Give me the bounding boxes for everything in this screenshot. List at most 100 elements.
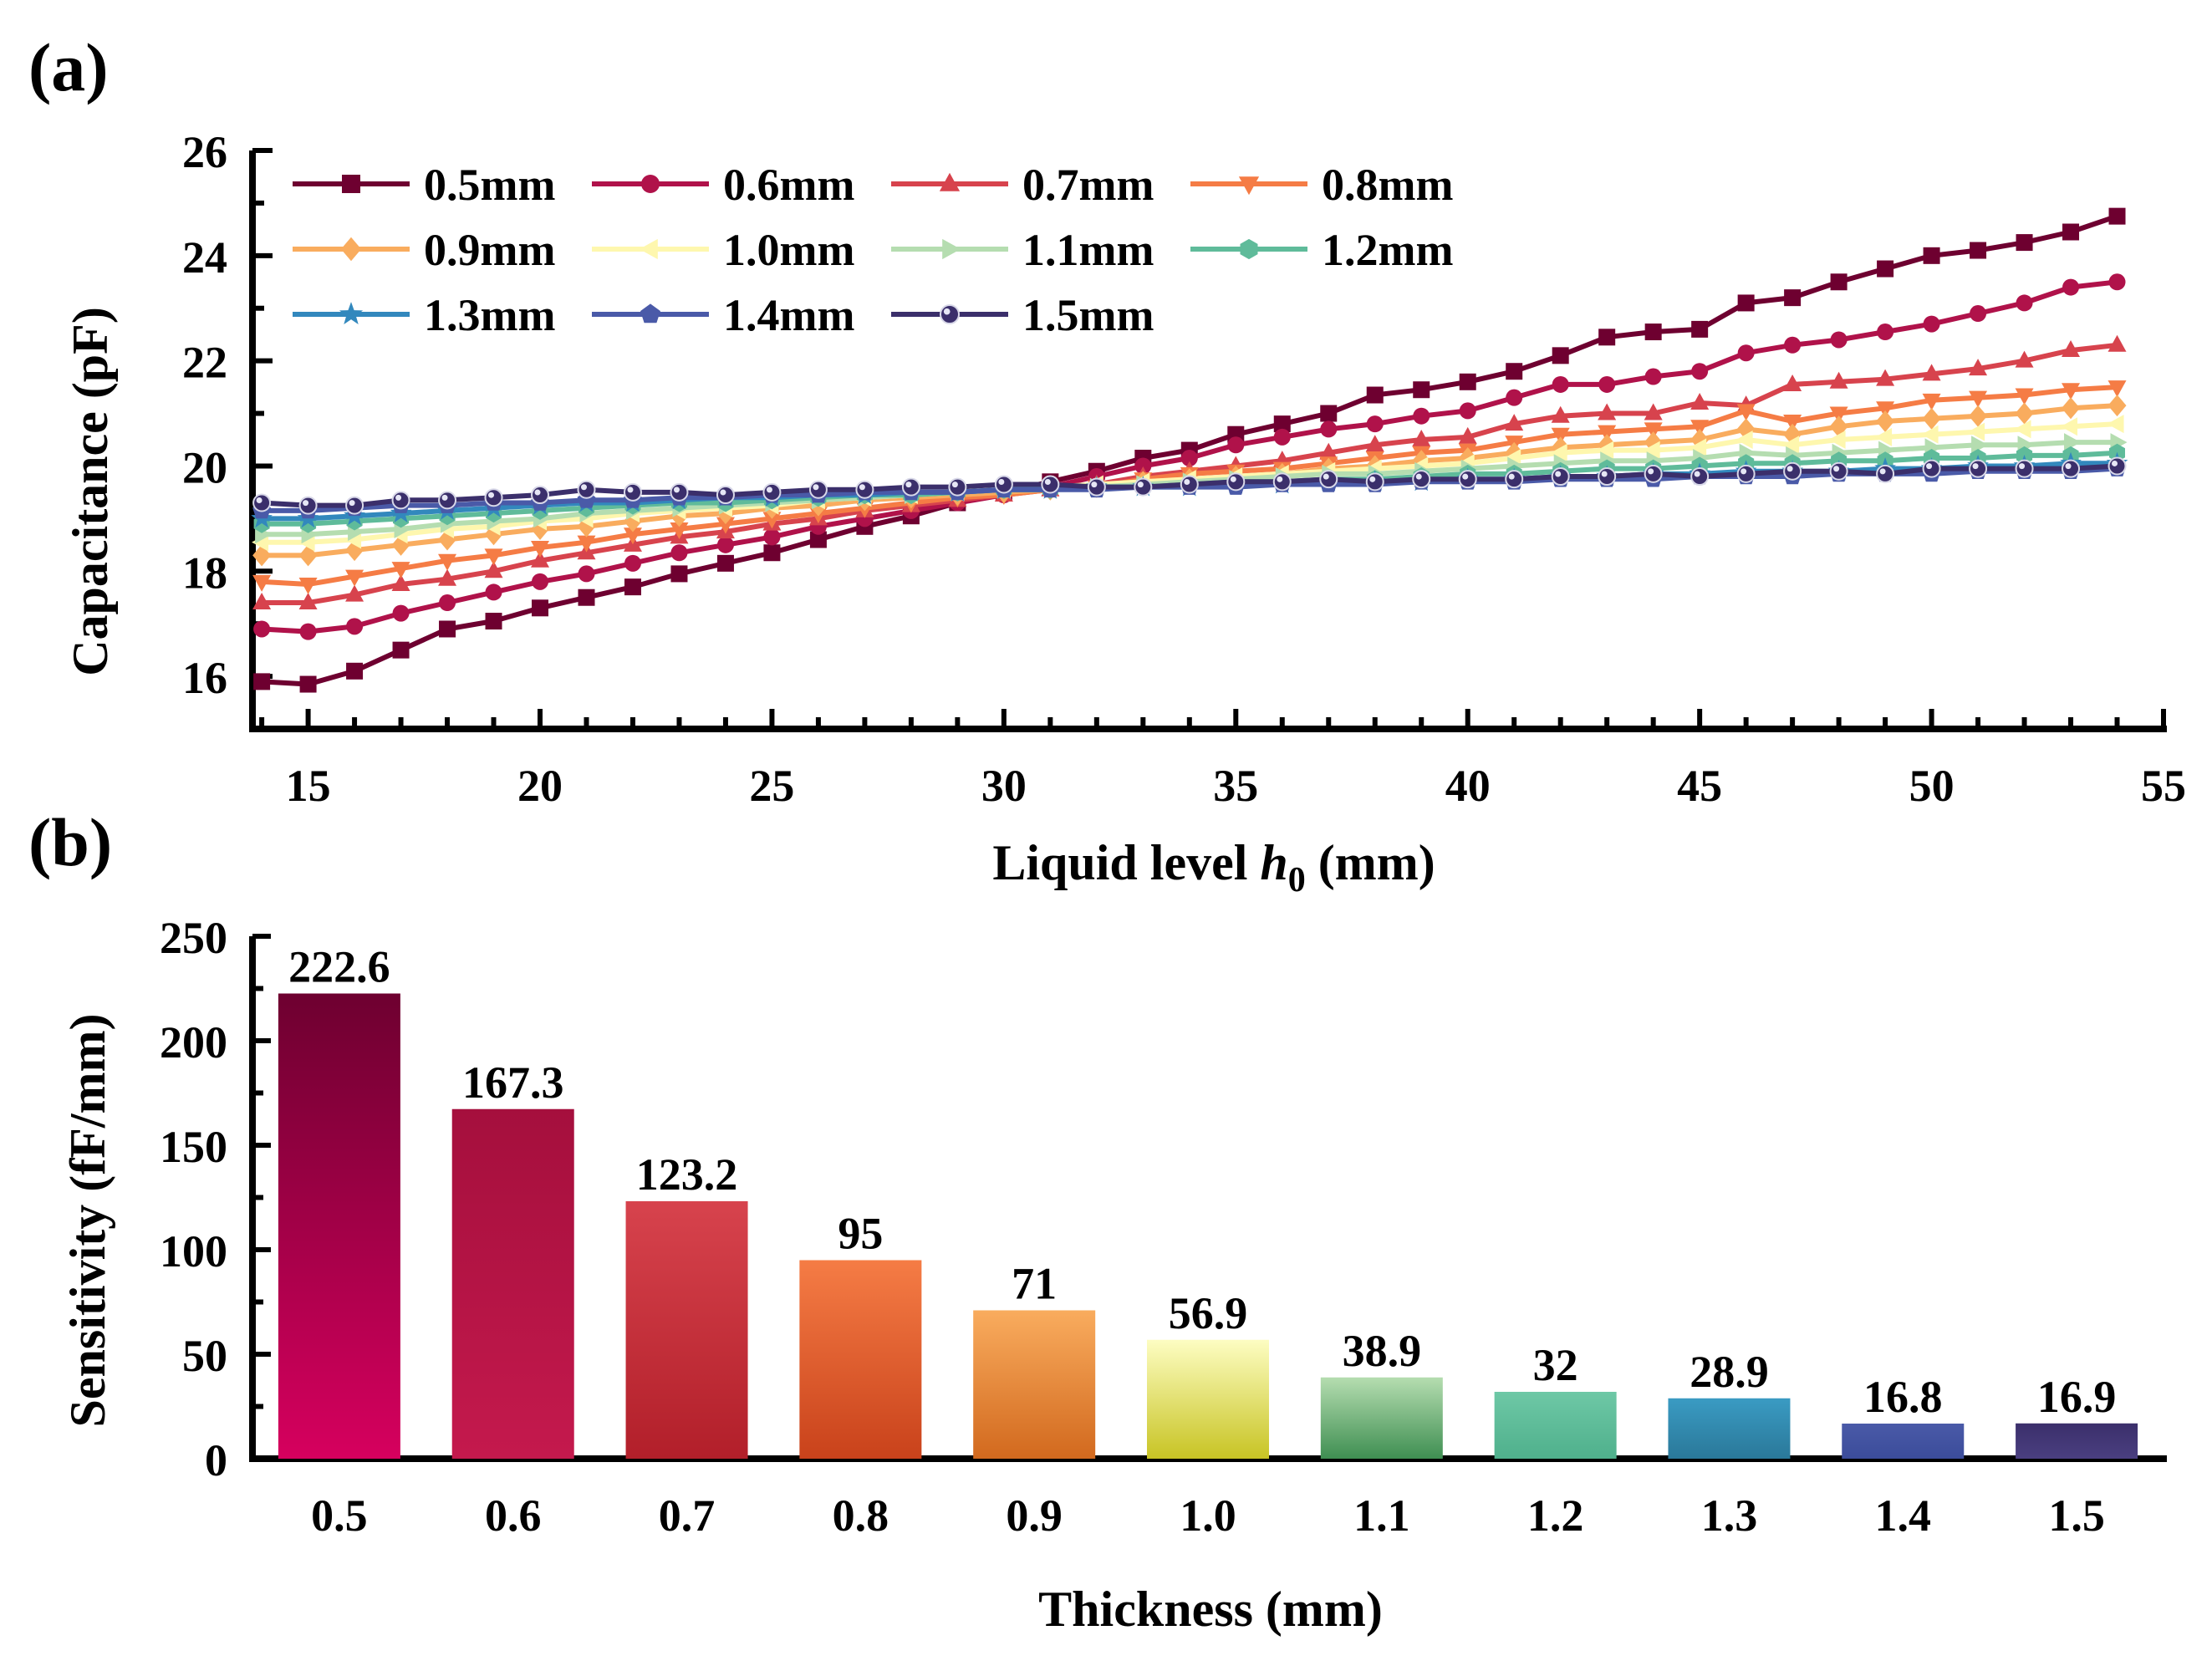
- x-tick-label: 25: [749, 761, 794, 811]
- data-point-marker: [1238, 176, 1260, 196]
- data-point-marker: [299, 675, 317, 693]
- bar-1.1: [1320, 1377, 1443, 1459]
- data-point-marker: [1272, 472, 1292, 492]
- data-point-marker: [1644, 324, 1662, 341]
- data-point-marker: [345, 496, 364, 515]
- x-axis-label-variable: h: [1260, 835, 1287, 890]
- marker-highlight: [441, 494, 448, 501]
- marker-highlight: [943, 308, 951, 315]
- y-tick-label: 16: [182, 653, 227, 703]
- marker-highlight: [534, 489, 541, 496]
- x-axis-label-prefix: Liquid level: [992, 835, 1260, 890]
- data-point-marker: [1505, 470, 1524, 489]
- data-point-marker: [1968, 422, 1985, 441]
- bar-chart-x-axis-label: Thickness (mm): [1038, 1582, 1383, 1637]
- marker-highlight: [1694, 471, 1700, 477]
- y-tick-label: 24: [182, 232, 227, 283]
- data-point-marker: [1828, 431, 1846, 449]
- x-tick-label: 0.9: [1006, 1490, 1063, 1541]
- data-point-marker: [1459, 373, 1476, 390]
- marker-highlight: [1601, 471, 1608, 477]
- x-tick-label: 0.8: [833, 1490, 889, 1541]
- data-point-marker: [2062, 397, 2081, 420]
- data-point-marker: [1273, 428, 1291, 446]
- data-point-marker: [2062, 278, 2080, 296]
- legend-item: 0.7mm: [891, 160, 1154, 210]
- data-point-marker: [763, 544, 781, 562]
- data-point-marker: [1459, 402, 1476, 420]
- marker-highlight: [1277, 476, 1283, 482]
- data-point-marker: [1877, 324, 1894, 341]
- data-point-marker: [1737, 344, 1755, 362]
- data-point-marker: [1923, 247, 1940, 264]
- legend-item: 0.5mm: [293, 160, 555, 210]
- marker-highlight: [303, 500, 309, 507]
- data-point-marker: [439, 620, 456, 638]
- y-tick-label: 26: [182, 127, 227, 177]
- data-point-marker: [298, 593, 318, 610]
- legend-label: 1.5mm: [1022, 290, 1154, 340]
- data-point-marker: [438, 491, 457, 510]
- marker-highlight: [1323, 473, 1329, 480]
- marker-highlight: [488, 492, 495, 498]
- data-point-marker: [2062, 459, 2081, 478]
- data-point-marker: [808, 480, 828, 499]
- marker-highlight: [951, 481, 958, 488]
- data-point-marker: [1971, 436, 1989, 455]
- data-point-marker: [2016, 294, 2033, 312]
- marker-highlight: [2019, 463, 2026, 470]
- y-tick-label: 22: [182, 338, 227, 388]
- marker-highlight: [1462, 473, 1469, 480]
- bar-1.3: [1668, 1398, 1791, 1459]
- data-point-marker: [1690, 438, 1707, 457]
- data-point-marker: [716, 554, 734, 572]
- x-axis-label-subscript: 0: [1288, 861, 1306, 899]
- data-point-marker: [1320, 405, 1338, 422]
- marker-highlight: [256, 497, 262, 503]
- marker-highlight: [2112, 460, 2118, 466]
- y-tick-label: 50: [182, 1331, 227, 1381]
- data-point-marker: [994, 475, 1013, 494]
- data-point-marker: [531, 550, 550, 568]
- y-tick-label: 100: [160, 1226, 227, 1276]
- data-point-marker: [2014, 420, 2031, 439]
- data-point-marker: [640, 303, 660, 324]
- data-point-marker: [2108, 334, 2127, 352]
- data-point-marker: [484, 548, 503, 566]
- data-point-marker: [1876, 369, 1895, 386]
- marker-highlight: [1044, 478, 1051, 485]
- data-point-marker: [340, 237, 362, 262]
- data-point-marker: [1552, 347, 1569, 364]
- data-point-marker: [1737, 294, 1755, 312]
- legend-item: 1.3mm: [293, 290, 555, 340]
- data-point-marker: [1134, 477, 1153, 497]
- data-point-marker: [1644, 368, 1662, 385]
- panel-a-label: (a): [28, 29, 109, 105]
- data-point-marker: [345, 584, 364, 602]
- series-1.5mm: [252, 456, 2127, 515]
- data-point-marker: [1598, 403, 1617, 420]
- data-point-marker: [1783, 374, 1802, 391]
- legend-item: 1.1mm: [891, 225, 1154, 275]
- marker-highlight: [395, 494, 402, 501]
- data-point-marker: [939, 172, 961, 191]
- line-chart-legend: 0.5mm 0.6mm 0.7mm 0.8mm 0.9mm 1.0mm 1.1mm 1.2mm…: [293, 160, 1453, 340]
- data-point-marker: [1550, 443, 1567, 462]
- data-point-marker: [1690, 467, 1710, 487]
- data-point-marker: [485, 583, 502, 601]
- data-point-marker: [1970, 305, 1987, 323]
- data-point-marker: [1690, 392, 1710, 410]
- marker-highlight: [1648, 468, 1654, 475]
- data-point-marker: [253, 673, 271, 690]
- x-tick-label: 1.4: [1875, 1490, 1932, 1541]
- bar-value-label: 71: [1012, 1259, 1057, 1309]
- data-point-marker: [531, 540, 550, 558]
- data-point-marker: [1412, 470, 1431, 489]
- marker-highlight: [720, 489, 726, 496]
- data-point-marker: [345, 569, 364, 587]
- data-point-marker: [2015, 402, 2034, 425]
- data-point-marker: [940, 304, 960, 324]
- data-point-marker: [2107, 415, 2124, 434]
- x-tick-label: 35: [1213, 761, 1258, 811]
- bar-value-label: 32: [1533, 1340, 1578, 1390]
